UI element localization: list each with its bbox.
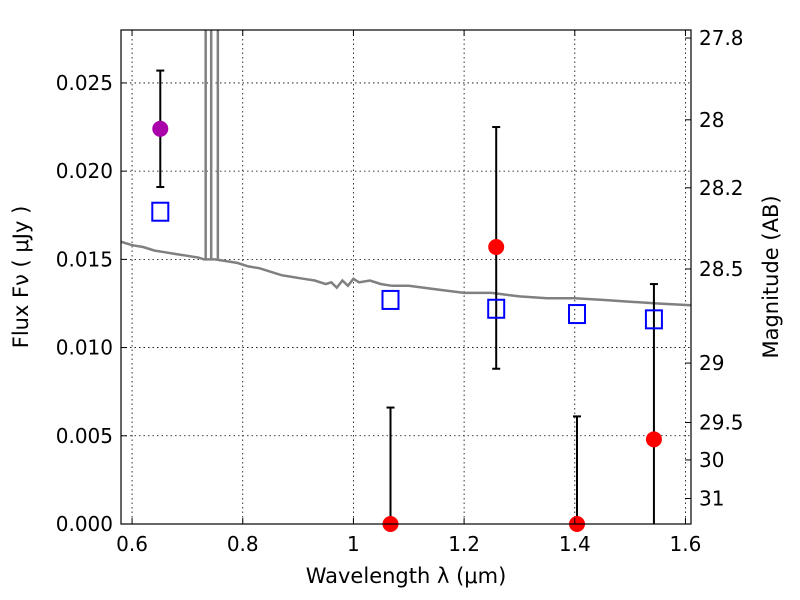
model-photometry-square bbox=[381, 289, 400, 310]
plot-frame bbox=[120, 29, 692, 525]
y2-tick-label: 28.5 bbox=[699, 257, 744, 281]
y2-tick-label: 29.5 bbox=[699, 410, 744, 434]
x-axis-label: Wavelength λ (μm) bbox=[306, 564, 507, 588]
x-tick-label: 1.4 bbox=[559, 532, 591, 556]
observed-point bbox=[152, 120, 169, 137]
model-photometry-square bbox=[487, 298, 506, 319]
y2-tick-label: 28 bbox=[699, 108, 724, 132]
x-tick-label: 0.6 bbox=[116, 532, 148, 556]
y2-tick-label: 31 bbox=[699, 486, 724, 510]
y2-tick-label: 29 bbox=[699, 351, 724, 375]
y2-tick-label: 28.2 bbox=[699, 176, 744, 200]
model-photometry-square bbox=[151, 201, 170, 222]
y2-tick-label: 27.8 bbox=[699, 26, 744, 50]
y-tick-label: 0.015 bbox=[56, 247, 113, 271]
x-tick-label: 0.8 bbox=[227, 532, 259, 556]
y2-axis-label: Magnitude (AB) bbox=[759, 195, 783, 358]
y2-tick-label: 30 bbox=[699, 448, 724, 472]
grid-lines bbox=[121, 30, 691, 524]
model-photometry-square bbox=[568, 304, 586, 325]
y-tick-label: 0.025 bbox=[56, 71, 113, 95]
y-tick-label: 0.005 bbox=[56, 424, 113, 448]
x-tick-label: 1 bbox=[347, 532, 360, 556]
y-tick-label: 0.000 bbox=[56, 512, 113, 536]
observed-point bbox=[488, 239, 505, 256]
series-layer bbox=[120, 30, 692, 532]
y-axis-label: Flux Fν ( μJy ) bbox=[9, 206, 33, 349]
axis-ticks: 0.6 0.8 1 1.2 1.4 1.6 0.000 0.005 0.010 0.015 0.02… bbox=[56, 26, 744, 556]
model-photometry-square bbox=[644, 309, 663, 330]
x-tick-label: 1.2 bbox=[448, 532, 480, 556]
y-tick-label: 0.020 bbox=[56, 159, 113, 183]
model-spectrum-line bbox=[120, 240, 692, 307]
x-tick-label: 1.6 bbox=[670, 532, 702, 556]
observed-point bbox=[645, 431, 662, 448]
y-tick-label: 0.010 bbox=[56, 336, 113, 360]
